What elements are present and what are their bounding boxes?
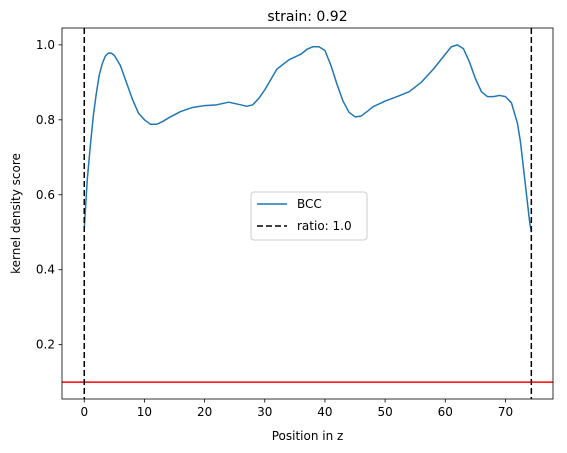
axes-frame (61, 27, 554, 400)
y-tick-label: 0.8 (36, 113, 55, 127)
y-tick-label: 1.0 (36, 38, 55, 52)
y-axis-ticks: 0.2 0.4 0.6 0.8 1.0 (36, 38, 62, 352)
x-tick-label: 0 (80, 405, 88, 419)
x-tick-label: 50 (377, 405, 392, 419)
series-line-bcc (83, 44, 533, 233)
legend-label-ratio: ratio: 1.0 (297, 219, 352, 233)
x-tick-label: 30 (257, 405, 272, 419)
plot-area (61, 27, 554, 400)
y-tick-label: 0.4 (36, 263, 55, 277)
x-axis-label: Position in z (272, 429, 344, 443)
y-axis-label: kernel density score (9, 153, 23, 274)
legend-label-bcc: BCC (297, 197, 322, 211)
x-tick-label: 10 (137, 405, 152, 419)
x-tick-label: 40 (317, 405, 332, 419)
plot-marks (62, 28, 553, 399)
chart-title: strain: 0.92 (267, 9, 347, 25)
x-tick-label: 20 (197, 405, 212, 419)
y-tick-label: 0.6 (36, 188, 55, 202)
x-tick-label: 70 (498, 405, 513, 419)
legend: BCC ratio: 1.0 (250, 191, 368, 241)
x-tick-label: 60 (438, 405, 453, 419)
y-tick-label: 0.2 (36, 338, 55, 352)
x-axis-ticks: 0 10 20 30 40 50 60 70 (80, 399, 513, 419)
